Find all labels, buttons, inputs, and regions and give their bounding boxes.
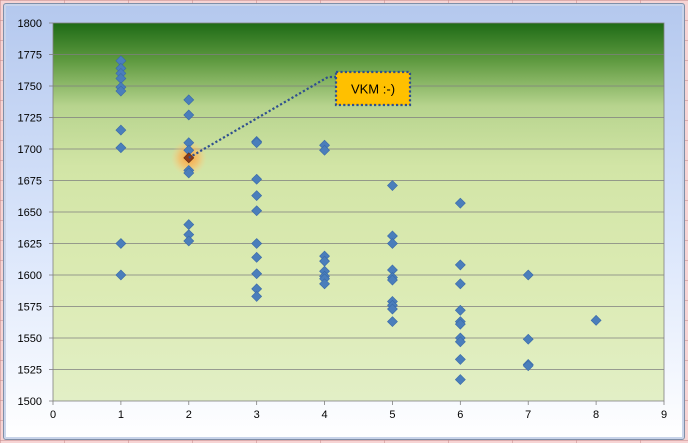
y-tick-label: 1500 (18, 396, 42, 408)
data-point[interactable] (387, 303, 398, 315)
x-tick-label: 2 (186, 409, 192, 421)
data-point[interactable] (251, 137, 263, 149)
data-point[interactable] (115, 238, 127, 249)
x-tick-label: 4 (321, 409, 327, 421)
y-tick-label: 1650 (18, 207, 42, 219)
data-point[interactable] (115, 124, 127, 136)
y-tick-label: 1725 (18, 113, 42, 125)
data-point[interactable] (387, 238, 398, 249)
data-point[interactable] (454, 336, 466, 348)
data-point[interactable] (183, 94, 195, 106)
data-point[interactable] (319, 144, 330, 156)
data-point[interactable] (251, 251, 263, 263)
data-point[interactable] (387, 274, 398, 286)
data-point[interactable] (454, 374, 466, 386)
data-point[interactable] (251, 190, 263, 202)
x-tick-label: 7 (525, 409, 531, 421)
callout-box[interactable] (334, 70, 412, 107)
data-point[interactable] (251, 268, 263, 280)
data-point[interactable] (115, 85, 127, 97)
x-tick-label: 3 (254, 409, 260, 421)
x-tick-label: 0 (50, 409, 56, 421)
x-tick-label: 9 (661, 409, 667, 421)
data-point[interactable] (251, 173, 263, 185)
x-tick-label: 5 (389, 409, 395, 421)
y-tick-label: 1600 (18, 270, 42, 282)
x-tick-label: 8 (593, 409, 599, 421)
data-point[interactable] (319, 278, 330, 290)
data-point[interactable] (251, 238, 263, 249)
data-point[interactable] (183, 167, 195, 179)
data-point[interactable] (183, 109, 195, 121)
data-point[interactable] (115, 269, 127, 281)
data-point[interactable] (454, 353, 466, 365)
data-point[interactable] (115, 142, 127, 154)
data-point[interactable] (454, 318, 466, 330)
data-point[interactable] (522, 333, 534, 345)
y-tick-label: 1575 (18, 302, 42, 314)
data-point[interactable] (454, 278, 466, 290)
data-point[interactable] (522, 269, 534, 281)
callout-label: VKM :-) (351, 82, 395, 97)
data-point[interactable] (387, 180, 398, 191)
data-point[interactable] (183, 235, 195, 247)
y-tick-label: 1675 (18, 176, 42, 188)
data-point[interactable] (454, 259, 466, 271)
x-tick-label: 6 (457, 409, 463, 421)
y-tick-label: 1750 (18, 81, 42, 93)
x-tick-label: 1 (118, 409, 124, 421)
data-point[interactable] (454, 197, 466, 209)
data-point[interactable] (590, 314, 602, 326)
y-tick-label: 1625 (18, 239, 42, 251)
data-point[interactable] (387, 316, 398, 328)
data-point[interactable] (251, 290, 263, 302)
data-point[interactable] (522, 360, 534, 372)
y-tick-label: 1700 (18, 144, 42, 156)
callout-leader-line (188, 75, 336, 159)
data-point[interactable] (454, 304, 466, 316)
data-point[interactable] (251, 205, 263, 217)
y-tick-label: 1800 (18, 18, 42, 30)
y-tick-label: 1550 (18, 333, 42, 345)
y-tick-label: 1525 (18, 365, 42, 377)
y-tick-label: 1775 (18, 50, 42, 62)
